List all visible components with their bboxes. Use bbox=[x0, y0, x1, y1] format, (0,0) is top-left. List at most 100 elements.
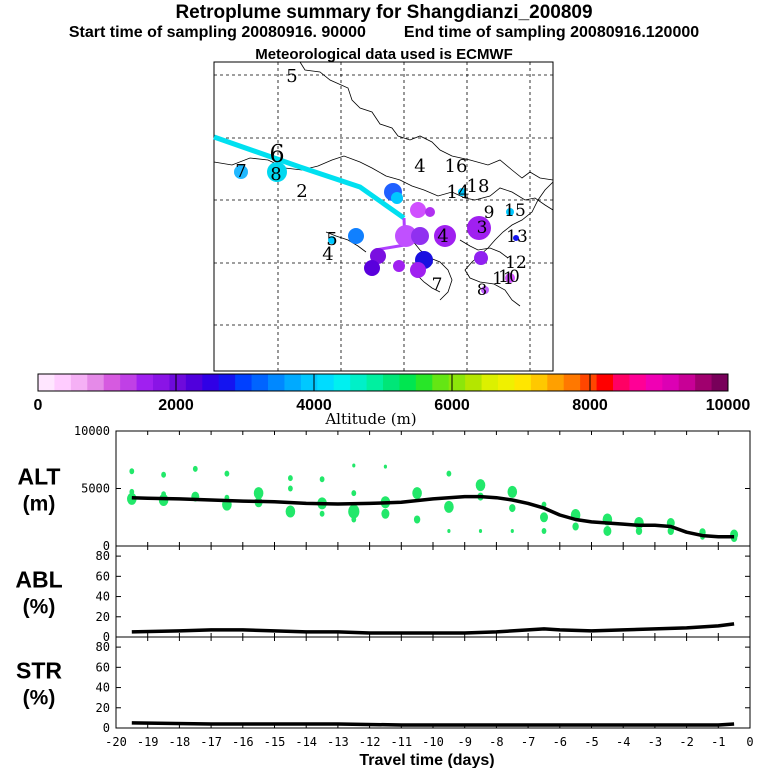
altitude-scatter-point bbox=[541, 528, 547, 534]
x-tick-label: -17 bbox=[200, 735, 222, 749]
x-tick-label: -13 bbox=[327, 735, 349, 749]
colorbar-cell bbox=[514, 374, 532, 391]
cluster-day-label: 12 bbox=[505, 253, 527, 273]
colorbar-cell bbox=[136, 374, 154, 391]
altitude-scatter-point bbox=[446, 470, 452, 477]
x-tick-label: -14 bbox=[295, 735, 317, 749]
x-axis-label: Travel time (days) bbox=[359, 752, 494, 768]
y-tick-label: 40 bbox=[96, 681, 110, 695]
cluster-day-label: 7 bbox=[235, 161, 246, 182]
cluster-day-label: 5 bbox=[286, 66, 297, 87]
figure-subtitle: Start time of sampling 20080916. 90000 En… bbox=[0, 24, 768, 42]
plume-cluster-marker bbox=[267, 162, 287, 182]
x-tick-label: -15 bbox=[264, 735, 286, 749]
plume-cluster-marker bbox=[393, 260, 405, 272]
panel-ylabel-unit: (%) bbox=[23, 596, 56, 619]
colorbar-cell bbox=[120, 374, 138, 391]
colorbar-tick-label: 2000 bbox=[158, 397, 194, 414]
y-tick-label: 0 bbox=[103, 721, 110, 735]
panel-ylabel: ALT bbox=[17, 464, 60, 490]
x-tick-label: -3 bbox=[648, 735, 662, 749]
colorbar-cell bbox=[678, 374, 696, 391]
y-tick-label: 40 bbox=[96, 590, 110, 604]
colorbar-cell bbox=[383, 374, 400, 391]
colorbar-cell bbox=[481, 374, 499, 391]
plume-cluster-marker bbox=[506, 208, 514, 216]
colorbar-cell bbox=[251, 374, 269, 391]
altitude-scatter-point bbox=[129, 468, 135, 475]
cluster-day-label: 10 bbox=[498, 267, 520, 287]
x-tick-label: -18 bbox=[169, 735, 191, 749]
cluster-day-label: 2 bbox=[296, 181, 307, 202]
colorbar-cell bbox=[153, 374, 170, 391]
cluster-day-label: 11 bbox=[492, 269, 514, 289]
colorbar-cell bbox=[284, 374, 302, 391]
cluster-day-label: 16 bbox=[445, 156, 468, 177]
colorbar-cell bbox=[87, 374, 105, 391]
colorbar-label: Altitude (m) bbox=[324, 410, 416, 428]
colorbar-cell bbox=[218, 374, 236, 391]
altitude-scatter-point bbox=[413, 515, 421, 524]
x-tick-label: -16 bbox=[232, 735, 254, 749]
y-tick-label: 80 bbox=[96, 549, 110, 563]
y-tick-label: 20 bbox=[96, 701, 110, 715]
series-line bbox=[131, 622, 735, 635]
altitude-scatter-point bbox=[319, 476, 325, 483]
colorbar-tick-label: 6000 bbox=[434, 397, 470, 414]
altitude-scatter-point bbox=[603, 526, 612, 536]
altitude-scatter-point bbox=[351, 516, 357, 523]
y-tick-label: 80 bbox=[96, 640, 110, 654]
cluster-day-label: 8 bbox=[477, 280, 487, 299]
plume-cluster-marker bbox=[474, 251, 488, 265]
x-tick-label: -7 bbox=[521, 735, 535, 749]
sampling-start-text: Start time of sampling 20080916. 90000 bbox=[68, 24, 366, 41]
altitude-scatter-point bbox=[288, 485, 293, 492]
colorbar-cell bbox=[711, 374, 729, 391]
altitude-scatter-point bbox=[475, 479, 486, 492]
colorbar-cell bbox=[432, 374, 450, 391]
altitude-scatter-point bbox=[351, 490, 357, 497]
colorbar-cell bbox=[530, 374, 548, 391]
panel-ylabel-unit: (m) bbox=[23, 493, 56, 516]
x-tick-label: 0 bbox=[746, 735, 753, 749]
plume-cluster-marker bbox=[391, 192, 403, 204]
colorbar-cell bbox=[268, 374, 285, 391]
colorbar-cell bbox=[185, 374, 203, 391]
altitude-scatter-point bbox=[510, 529, 514, 533]
altitude-scatter-point bbox=[352, 463, 356, 468]
altitude-scatter-point bbox=[635, 527, 643, 535]
altitude-colorbar: 0 2000 4000 6000 8000 10000 Altitude (m) bbox=[34, 373, 750, 428]
colorbar-tick-label: 4000 bbox=[296, 397, 332, 414]
colorbar-cell bbox=[399, 374, 417, 391]
y-tick-label: 60 bbox=[96, 569, 110, 583]
y-tick-label: 0 bbox=[103, 630, 110, 644]
altitude-scatter-point bbox=[667, 527, 674, 535]
colorbar-cell bbox=[629, 374, 647, 391]
y-tick-label: 60 bbox=[96, 660, 110, 674]
cluster-day-label: 6 bbox=[269, 140, 284, 168]
sampling-end-text: End time of sampling 20080916.120000 bbox=[403, 24, 700, 41]
altitude-scatter-point bbox=[253, 487, 264, 500]
x-tick-label: -11 bbox=[390, 735, 412, 749]
altitude-scatter-point bbox=[509, 504, 516, 513]
colorbar-cell bbox=[333, 374, 351, 391]
cluster-day-label: 5 bbox=[326, 229, 337, 250]
plume-cluster-marker bbox=[370, 248, 386, 264]
cluster-day-label: 4 bbox=[322, 244, 333, 265]
plume-cluster-marker bbox=[410, 262, 426, 278]
x-tick-label: -4 bbox=[616, 735, 630, 749]
altitude-scatter-point bbox=[444, 500, 454, 513]
colorbar-cell bbox=[366, 374, 384, 391]
plume-cluster-marker bbox=[434, 225, 456, 247]
colorbar-tick-label: 0 bbox=[34, 397, 43, 414]
panel-ylabel: ABL bbox=[15, 567, 62, 593]
y-tick-label: 10000 bbox=[74, 424, 110, 438]
plume-cluster-marker bbox=[395, 225, 417, 247]
altitude-scatter-point bbox=[224, 470, 230, 477]
altitude-scatter-point bbox=[478, 529, 483, 533]
altitude-scatter-point bbox=[447, 529, 451, 533]
colorbar-cell bbox=[498, 374, 515, 391]
abl-panel: ABL (%) 80 60 40 20 0 bbox=[15, 545, 751, 644]
cluster-day-label: 7 bbox=[432, 275, 443, 295]
